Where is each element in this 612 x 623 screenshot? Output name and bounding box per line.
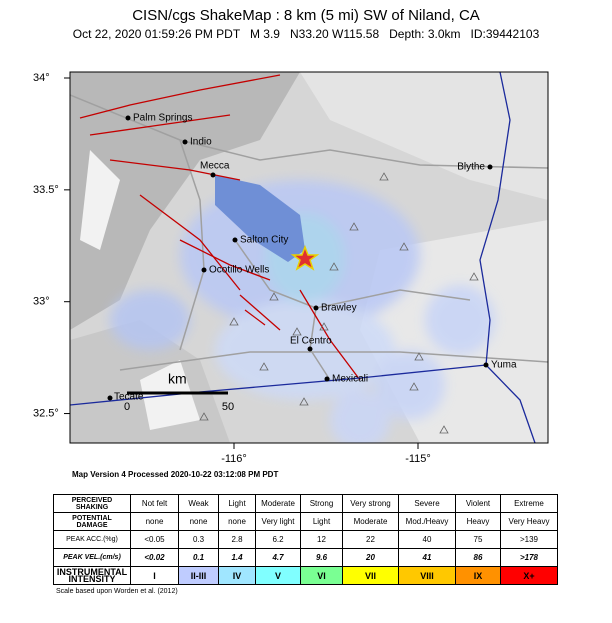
city-dot [201, 267, 207, 273]
scale-unit: km [168, 371, 187, 387]
table-cell: Weak [178, 494, 219, 513]
city-dot [125, 115, 131, 121]
table-cell: IX [455, 566, 501, 585]
lon-tick-label: -116° [221, 453, 247, 465]
table-cell: 22 [342, 530, 399, 549]
footnote: Scale based upon Worden et al. (2012) [56, 588, 178, 595]
table-cell: Severe [398, 494, 456, 513]
table-row: POTENTIAL DAMAGE none none none Very light Li… [53, 512, 558, 531]
table-cell: Light [218, 494, 256, 513]
city-label: Mexicali [332, 374, 368, 385]
city-label: Ocotillo Wells [209, 265, 269, 276]
city-dot [232, 237, 238, 243]
table-cell: VI [300, 566, 343, 585]
table-cell: none [218, 512, 256, 531]
table-cell: Mod./Heavy [398, 512, 456, 531]
table-cell: <0.05 [130, 530, 179, 549]
city-dot [324, 376, 330, 382]
row-label: PEAK VEL.(cm/s) [53, 548, 131, 567]
table-cell: VII [342, 566, 399, 585]
city-dot [182, 139, 188, 145]
table-cell: 6.2 [255, 530, 301, 549]
table-cell: VIII [398, 566, 456, 585]
map: CISN/cgs ShakeMap : 8 km (5 mi) SW of Ni… [33, 7, 549, 465]
table-cell: 40 [398, 530, 456, 549]
city-label: Indio [190, 137, 212, 148]
epicenter [290, 244, 320, 271]
scale-tick-label: 50 [222, 401, 234, 413]
map-version: Map Version 4 Processed 2020-10-22 03:12… [72, 470, 279, 479]
city-dot [313, 305, 319, 311]
table-cell: 41 [398, 548, 456, 567]
city-label: Brawley [321, 303, 357, 314]
lat-tick-label: 34° [33, 72, 50, 84]
city-dot [483, 362, 489, 368]
table-cell: 4.7 [255, 548, 301, 567]
city-dot [210, 172, 216, 178]
table-cell: Strong [300, 494, 343, 513]
table-cell: II-III [178, 566, 219, 585]
lat-tick-label: 33.5° [33, 184, 59, 196]
table-cell: 1.4 [218, 548, 256, 567]
table-cell: <0.02 [130, 548, 179, 567]
table-row: INSTRUMENTAL INTENSITY I II-III IV V VI VII VII… [53, 566, 558, 585]
title: CISN/cgs ShakeMap : 8 km (5 mi) SW of Ni… [132, 7, 480, 24]
table-cell: none [130, 512, 179, 531]
table-cell: 0.3 [178, 530, 219, 549]
table-cell: Heavy [455, 512, 501, 531]
table-cell: Very light [255, 512, 301, 531]
city-label: Mecca [200, 161, 230, 172]
table-cell: 0.1 [178, 548, 219, 567]
table-cell: >178 [500, 548, 558, 567]
city-label: El Centro [290, 336, 332, 347]
table-cell: Moderate [255, 494, 301, 513]
city-dot [307, 346, 313, 352]
table-cell: 2.8 [218, 530, 256, 549]
table-row: PEAK ACC.(%g) <0.05 0.3 2.8 6.2 12 22 40 75 >139 [53, 530, 558, 549]
salton-sea [215, 175, 305, 262]
table-cell: Very Heavy [500, 512, 558, 531]
table-cell: >139 [500, 530, 558, 549]
intensity-table: PERCEIVED SHAKING Not felt Weak Light Modera… [53, 494, 558, 585]
row-label: POTENTIAL DAMAGE [53, 512, 131, 531]
table-cell: none [178, 512, 219, 531]
table-cell: Moderate [342, 512, 399, 531]
table-cell: 9.6 [300, 548, 343, 567]
table-cell: Not felt [130, 494, 179, 513]
lon-tick-label: -115° [405, 453, 431, 465]
city-dot [107, 395, 113, 401]
table-cell: X+ [500, 566, 558, 585]
row-label: PERCEIVED SHAKING [53, 494, 131, 513]
table-cell: Extreme [500, 494, 558, 513]
lat-tick-label: 32.5° [33, 407, 59, 419]
city-label: Tecate [114, 392, 144, 403]
table-cell: I [130, 566, 179, 585]
table-cell: IV [218, 566, 256, 585]
table-cell: 75 [455, 530, 501, 549]
table-cell: Violent [455, 494, 501, 513]
city-label: Yuma [491, 360, 517, 371]
row-label: INSTRUMENTAL INTENSITY [53, 566, 131, 585]
table-cell: Very strong [342, 494, 399, 513]
table-cell: 12 [300, 530, 343, 549]
table-row: PERCEIVED SHAKING Not felt Weak Light Modera… [53, 494, 558, 513]
lat-tick-label: 33° [33, 296, 50, 308]
table-row: PEAK VEL.(cm/s) <0.02 0.1 1.4 4.7 9.6 20 41 86 >1… [53, 548, 558, 567]
table-cell: 86 [455, 548, 501, 567]
city-label: Salton City [240, 235, 288, 246]
table-cell: 20 [342, 548, 399, 567]
city-label: Blythe [457, 162, 485, 173]
city-dot [487, 164, 493, 170]
table-cell: Light [300, 512, 343, 531]
subtitle: Oct 22, 2020 01:59:26 PM PDT M 3.9 N33.2… [73, 27, 540, 41]
city-label: Palm Springs [133, 113, 192, 124]
table-cell: V [255, 566, 301, 585]
row-label: PEAK ACC.(%g) [53, 530, 131, 549]
scale-tick-label: 0 [124, 401, 130, 413]
